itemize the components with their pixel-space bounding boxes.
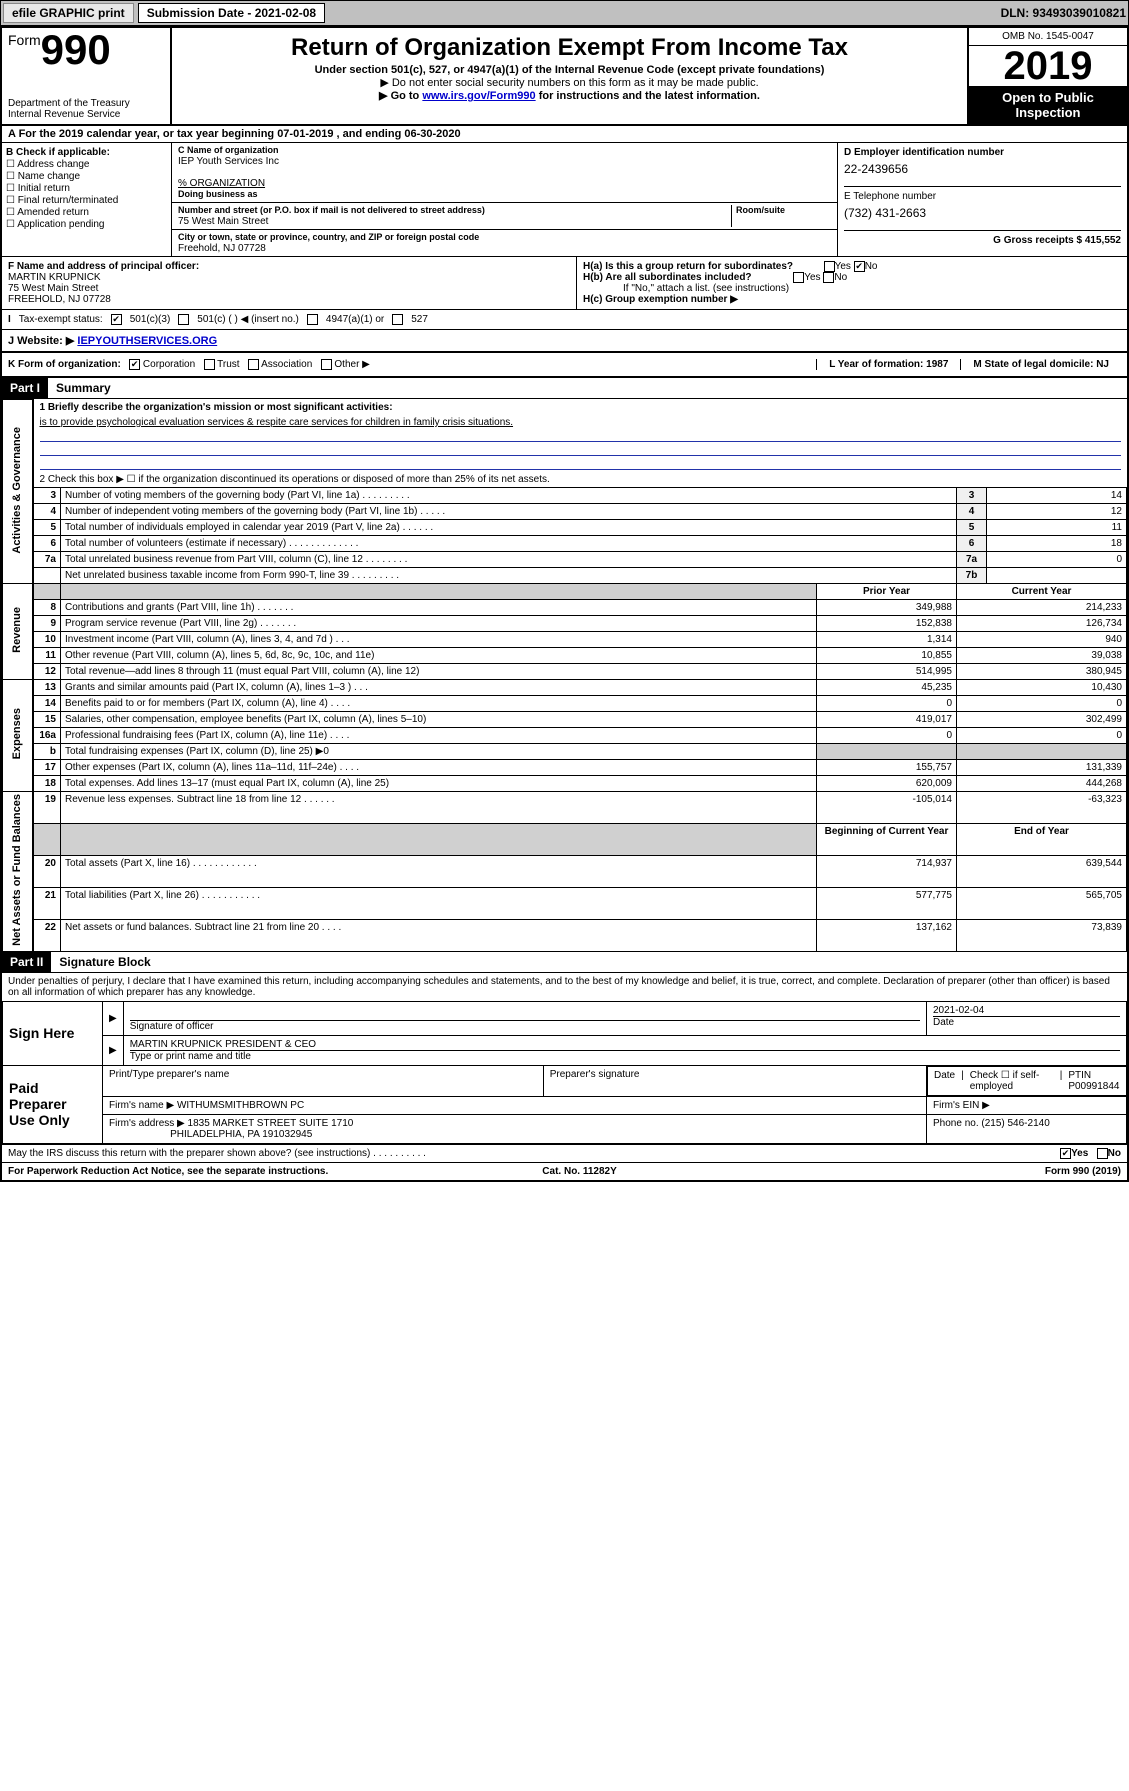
top-toolbar: efile GRAPHIC print Submission Date - 20… <box>0 0 1129 26</box>
section-a: A For the 2019 calendar year, or tax yea… <box>2 126 1127 143</box>
form-subtitle-1: Under section 501(c), 527, or 4947(a)(1)… <box>176 64 963 76</box>
irs-link[interactable]: www.irs.gov/Form990 <box>422 90 535 102</box>
block-h: H(a) Is this a group return for subordin… <box>577 257 1127 309</box>
signature-table: Sign Here ▶ Signature of officer 2021-02… <box>2 1001 1127 1144</box>
form-990: Form990 Department of the Treasury Inter… <box>0 26 1129 1182</box>
org-city: Freehold, NJ 07728 <box>178 243 266 254</box>
tax-exempt-row: I Tax-exempt status: 501(c)(3) 501(c) ( … <box>2 310 1127 330</box>
footer: For Paperwork Reduction Act Notice, see … <box>2 1162 1127 1180</box>
form-subtitle-2: ▶ Do not enter social security numbers o… <box>176 76 963 89</box>
signature-declaration: Under penalties of perjury, I declare th… <box>2 973 1127 1001</box>
form-word: Form <box>8 32 41 48</box>
org-name: IEP Youth Services Inc <box>178 156 279 167</box>
block-d: D Employer identification number 22-2439… <box>837 143 1127 256</box>
block-f: F Name and address of principal officer:… <box>2 257 577 309</box>
part2-title: Signature Block <box>51 952 158 972</box>
ein: 22-2439656 <box>844 158 1121 180</box>
dln-label: DLN: 93493039010821 <box>1001 6 1126 20</box>
part2-header: Part II <box>2 952 51 972</box>
summary-table: Activities & Governance 1 Briefly descri… <box>2 399 1127 951</box>
k-row: K Form of organization: Corporation Trus… <box>2 353 1127 378</box>
submission-date: Submission Date - 2021-02-08 <box>138 3 325 23</box>
part1-title: Summary <box>48 378 119 398</box>
org-address: 75 West Main Street <box>178 216 268 227</box>
tax-year: 2019 <box>969 46 1127 86</box>
part1-header: Part I <box>2 378 48 398</box>
mission-text: is to provide psychological evaluation s… <box>40 417 514 428</box>
block-c: C Name of organizationIEP Youth Services… <box>172 143 837 256</box>
dept-label: Department of the Treasury <box>8 98 164 109</box>
gross-receipts: G Gross receipts $ 415,552 <box>844 230 1121 246</box>
form-subtitle-3: ▶ Go to www.irs.gov/Form990 for instruct… <box>176 89 963 102</box>
block-b: B Check if applicable: ☐ Address change … <box>2 143 172 256</box>
website-link[interactable]: IEPYOUTHSERVICES.ORG <box>77 335 217 347</box>
form-title: Return of Organization Exempt From Incom… <box>176 34 963 62</box>
form-number: 990 <box>41 26 111 73</box>
efile-button[interactable]: efile GRAPHIC print <box>3 3 134 23</box>
open-inspection: Open to Public Inspection <box>969 86 1127 124</box>
irs-label: Internal Revenue Service <box>8 109 164 120</box>
phone: (732) 431-2663 <box>844 202 1121 224</box>
website-row: J Website: ▶ IEPYOUTHSERVICES.ORG <box>2 330 1127 353</box>
